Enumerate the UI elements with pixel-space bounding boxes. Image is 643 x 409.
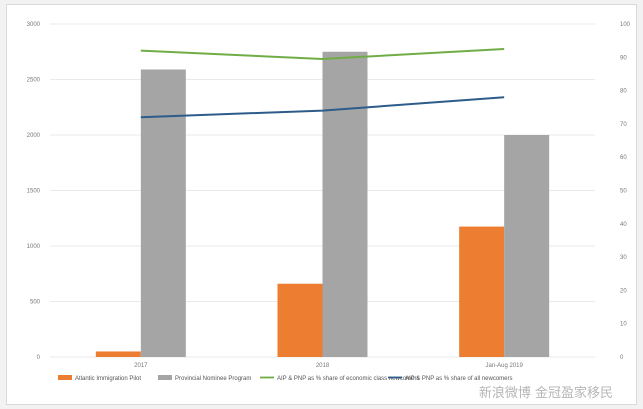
bar: [140, 69, 186, 357]
legend-label: AIP & PNP as % share of economic class n…: [277, 376, 420, 382]
x-axis-tick-label: 2017: [134, 363, 148, 369]
right-axis-tick-label: 100: [620, 22, 631, 28]
bar: [95, 351, 141, 357]
legend-swatch: [158, 375, 172, 380]
left-axis-tick-label: 2000: [27, 133, 41, 139]
left-axis-tick-label: 1000: [27, 244, 41, 250]
series-line: [140, 47, 505, 60]
right-axis-tick-label: 20: [620, 288, 627, 294]
legend-swatch: [58, 375, 72, 380]
right-axis-tick-label: 70: [620, 122, 627, 128]
legend-label: Atlantic Immigration Pilot: [75, 376, 141, 382]
right-axis-tick-label: 40: [620, 222, 627, 228]
legend-label: Provincial Nominee Program: [175, 376, 251, 382]
bar: [322, 51, 368, 357]
right-axis-tick-label: 80: [620, 89, 627, 95]
left-axis-tick-label: 1500: [27, 189, 41, 195]
x-axis-tick-label: Jan-Aug 2019: [485, 363, 523, 369]
bar: [459, 226, 505, 357]
left-axis-tick-label: 0: [37, 355, 41, 361]
bar: [504, 135, 550, 357]
right-axis-tick-label: 90: [620, 55, 627, 61]
watermark-text: 新浪微博 金冠盈家移民: [478, 386, 613, 401]
left-axis-tick-label: 500: [30, 300, 41, 306]
right-axis-tick-label: 0: [620, 355, 624, 361]
right-axis-tick-label: 10: [620, 322, 627, 328]
bar: [277, 283, 323, 357]
x-axis-tick-label: 2018: [316, 363, 330, 369]
right-axis-tick-label: 50: [620, 189, 627, 195]
series-line: [140, 96, 505, 119]
left-axis-tick-label: 3000: [27, 22, 41, 28]
legend-label: AIP & PNP as % share of all newcomers: [405, 376, 513, 382]
right-axis-tick-label: 30: [620, 255, 627, 261]
right-axis-tick-label: 60: [620, 155, 627, 161]
left-axis-tick-label: 2500: [27, 78, 41, 84]
